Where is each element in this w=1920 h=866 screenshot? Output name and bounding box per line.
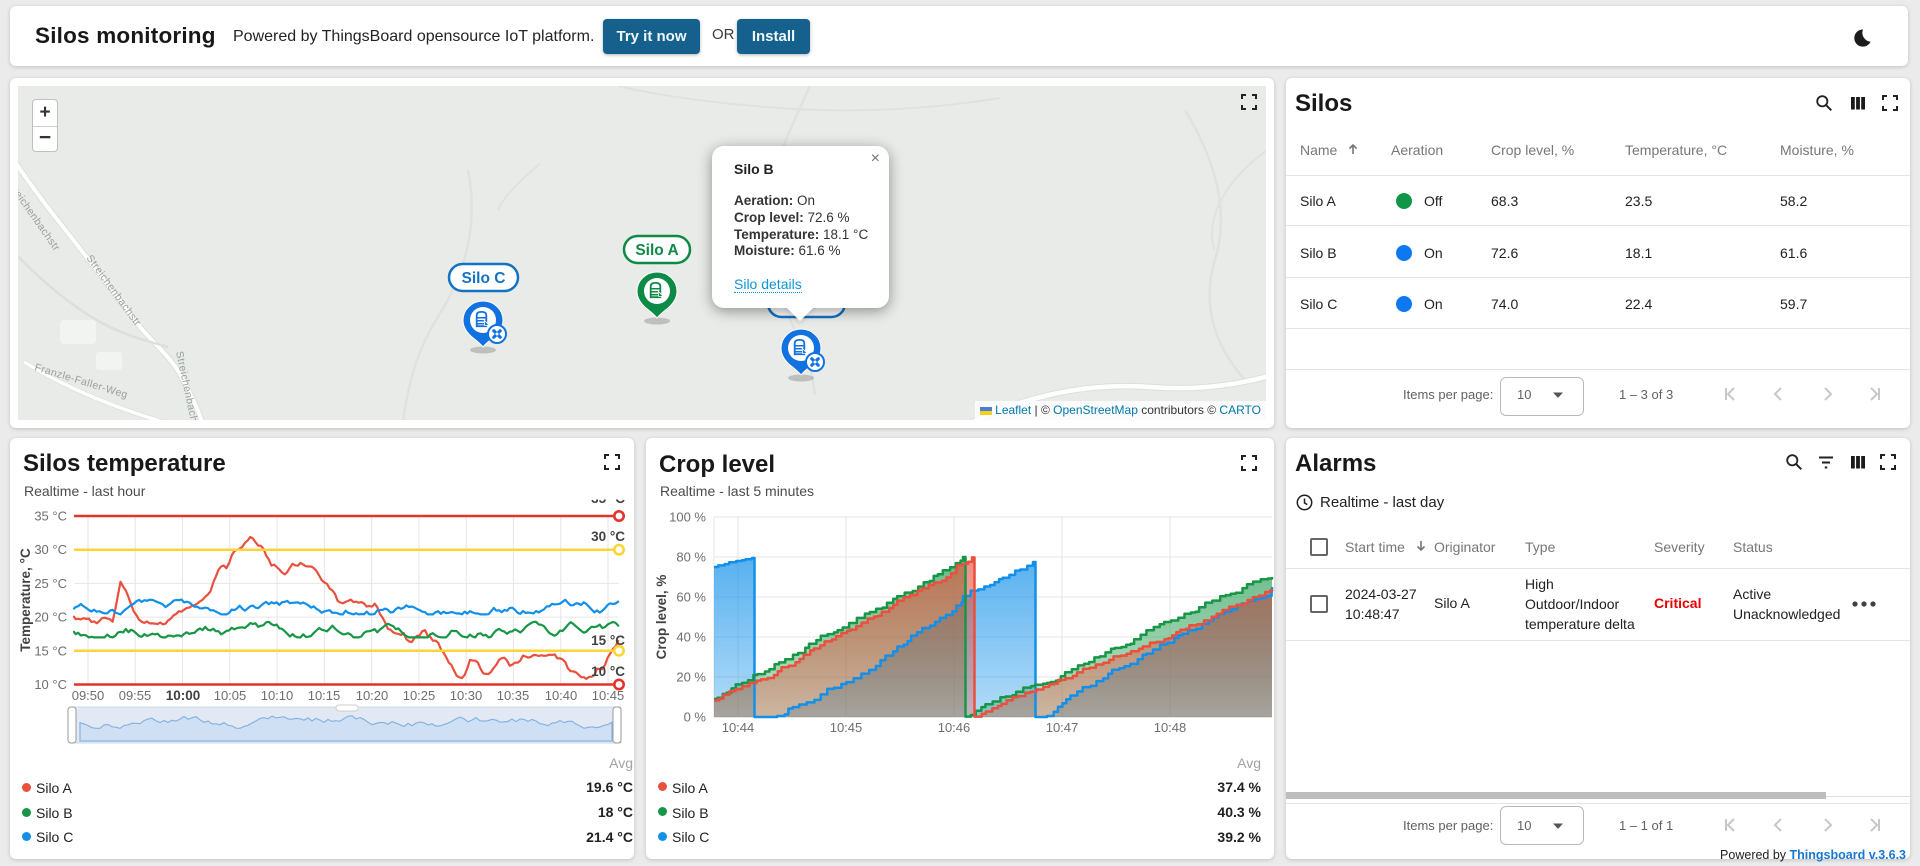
svg-text:35 °C: 35 °C	[591, 491, 625, 506]
svg-text:25 °C: 25 °C	[34, 576, 67, 591]
svg-text:0 %: 0 %	[684, 710, 707, 725]
svg-text:10:25: 10:25	[403, 688, 436, 703]
svg-text:100 %: 100 %	[669, 510, 706, 525]
svg-text:10:48: 10:48	[1154, 720, 1187, 735]
svg-text:Temperature, °C: Temperature, °C	[18, 548, 33, 652]
svg-text:10:44: 10:44	[722, 720, 755, 735]
svg-text:10:45: 10:45	[592, 688, 625, 703]
svg-text:35 °C: 35 °C	[34, 509, 67, 524]
svg-text:10:46: 10:46	[938, 720, 971, 735]
svg-text:Silo C: Silo C	[462, 270, 506, 287]
svg-text:20 °C: 20 °C	[34, 610, 67, 625]
svg-text:09:50: 09:50	[72, 688, 105, 703]
svg-text:10:35: 10:35	[497, 688, 530, 703]
svg-text:10:45: 10:45	[830, 720, 863, 735]
svg-text:80 %: 80 %	[676, 550, 706, 565]
svg-text:Streichenbachstr: Streichenbachstr	[173, 350, 202, 420]
svg-text:09:55: 09:55	[119, 688, 152, 703]
svg-text:10:15: 10:15	[308, 688, 341, 703]
svg-text:15 °C: 15 °C	[34, 643, 67, 658]
svg-text:Silo A: Silo A	[635, 242, 678, 259]
svg-text:10:47: 10:47	[1046, 720, 1079, 735]
svg-text:20 %: 20 %	[676, 670, 706, 685]
svg-text:15 °C: 15 °C	[591, 633, 625, 648]
svg-text:40 %: 40 %	[676, 630, 706, 645]
svg-text:Crop level, %: Crop level, %	[654, 575, 669, 660]
svg-text:10:20: 10:20	[356, 688, 389, 703]
svg-text:10:10: 10:10	[261, 688, 294, 703]
svg-text:10:00: 10:00	[166, 688, 201, 703]
svg-text:10 °C: 10 °C	[591, 664, 625, 679]
svg-text:10 °C: 10 °C	[34, 677, 67, 692]
svg-text:30 °C: 30 °C	[591, 529, 625, 544]
svg-text:60 %: 60 %	[676, 590, 706, 605]
svg-text:10:40: 10:40	[545, 688, 578, 703]
svg-text:10:05: 10:05	[214, 688, 247, 703]
svg-text:30 °C: 30 °C	[34, 542, 67, 557]
svg-text:10:30: 10:30	[450, 688, 483, 703]
